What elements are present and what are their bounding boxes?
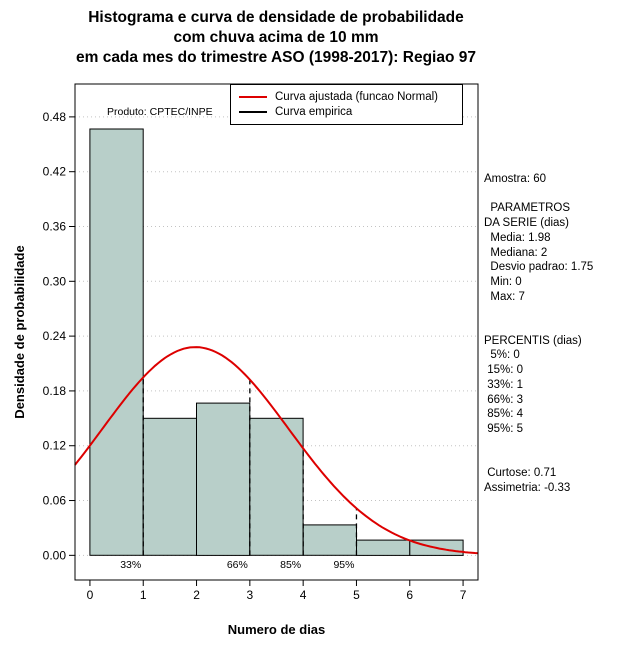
- percentile-label: 33%: [120, 559, 141, 571]
- stats-line: Desvio padrao: 1.75: [484, 261, 594, 274]
- y-axis-label: Densidade de probabilidade: [12, 245, 27, 418]
- y-tick-label: 0.30: [43, 274, 67, 288]
- x-tick-label: 3: [247, 588, 254, 602]
- histogram-bar: [196, 402, 251, 556]
- x-tick-label: 1: [140, 588, 147, 602]
- percentile-label: 85%: [280, 559, 301, 571]
- chart-legend: Curva ajustada (funcao Normal) Curva emp…: [230, 84, 463, 125]
- y-tick-label: 0.48: [43, 110, 67, 124]
- stats-line: Amostra: 60: [484, 173, 546, 185]
- stats-line: Max: 7: [484, 290, 525, 303]
- x-tick-label: 0: [87, 588, 94, 602]
- chart-title-line3: em cada mes do trimestre ASO (1998-2017)…: [75, 49, 477, 66]
- stats-line: Min: 0: [484, 275, 522, 288]
- legend-item-fitted-curve: Curva ajustada (funcao Normal): [239, 89, 454, 104]
- percentile-label: 95%: [333, 559, 354, 571]
- x-tick-label: 4: [300, 588, 307, 602]
- x-tick-label: 2: [193, 588, 200, 602]
- x-tick-label: 7: [460, 588, 467, 602]
- x-tick-label: 5: [353, 588, 360, 602]
- stats-line: PARAMETROS: [484, 202, 571, 215]
- fitted-curve: [74, 346, 479, 555]
- watermark-text: Produto: CPTEC/INPE: [107, 106, 213, 118]
- y-tick-label: 0.36: [43, 219, 67, 233]
- histogram-bar: [89, 128, 144, 556]
- stats-line: [484, 437, 640, 452]
- stats-line: 85%: 4: [484, 408, 523, 421]
- stats-panel: Amostra: 60 PARAMETROS DA SERIE (dias) Me…: [484, 172, 640, 495]
- stats-line: [484, 304, 640, 319]
- histogram-bar: [249, 417, 304, 556]
- x-axis: 0 1 2 3 4 5 6 7: [87, 580, 467, 602]
- y-tick-label: 0.42: [43, 165, 67, 179]
- stats-line: 33%: 1: [484, 378, 523, 391]
- y-tick-label: 0.24: [43, 329, 67, 343]
- chart-title-line1: Histograma e curva de densidade de proba…: [88, 9, 464, 26]
- y-tick-label: 0.06: [43, 494, 67, 508]
- y-tick-label: 0.12: [43, 439, 67, 453]
- stats-line: 5%: 0: [484, 349, 520, 362]
- stats-line: Curtose: 0.71: [484, 467, 557, 480]
- histogram-bar: [356, 539, 411, 556]
- legend-line-empirical-curve: [239, 110, 267, 113]
- stats-line: DA SERIE (dias): [484, 217, 569, 230]
- y-tick-label: 0.18: [43, 384, 67, 398]
- histogram-bar: [142, 417, 197, 556]
- percentile-markers: 33% 66% 85% 95%: [120, 377, 358, 571]
- stats-line: Media: 1.98: [484, 231, 551, 244]
- stats-line: [484, 451, 640, 466]
- stats-line: [484, 187, 640, 202]
- x-tick-label: 6: [406, 588, 413, 602]
- stats-line: [484, 319, 640, 334]
- chart-title-block: Histograma e curva de densidade de proba…: [0, 8, 552, 68]
- legend-label-fitted-curve: Curva ajustada (funcao Normal): [275, 90, 438, 103]
- stats-line: 66%: 3: [484, 393, 523, 406]
- y-axis: 0.00 0.06 0.12 0.18 0.24 0.30 0.36 0.42 0.48: [43, 110, 75, 562]
- stats-line: 15%: 0: [484, 364, 523, 377]
- x-axis-label: Numero de dias: [228, 622, 326, 637]
- stats-line: Mediana: 2: [484, 246, 548, 259]
- stats-line: Assimetria: -0.33: [484, 481, 571, 494]
- histogram-bar: [302, 524, 358, 556]
- stats-line: 95%: 5: [484, 422, 523, 435]
- y-tick-label: 0.00: [43, 548, 67, 562]
- percentile-label: 66%: [227, 559, 248, 571]
- legend-line-fitted-curve: [239, 95, 267, 98]
- histogram-bars: [89, 128, 464, 556]
- legend-label-empirical-curve: Curva empirica: [275, 105, 353, 118]
- chart-title-line2: com chuva acima de 10 mm: [173, 29, 379, 46]
- stats-line: PERCENTIS (dias): [484, 334, 582, 347]
- legend-item-empirical-curve: Curva empirica: [239, 104, 454, 119]
